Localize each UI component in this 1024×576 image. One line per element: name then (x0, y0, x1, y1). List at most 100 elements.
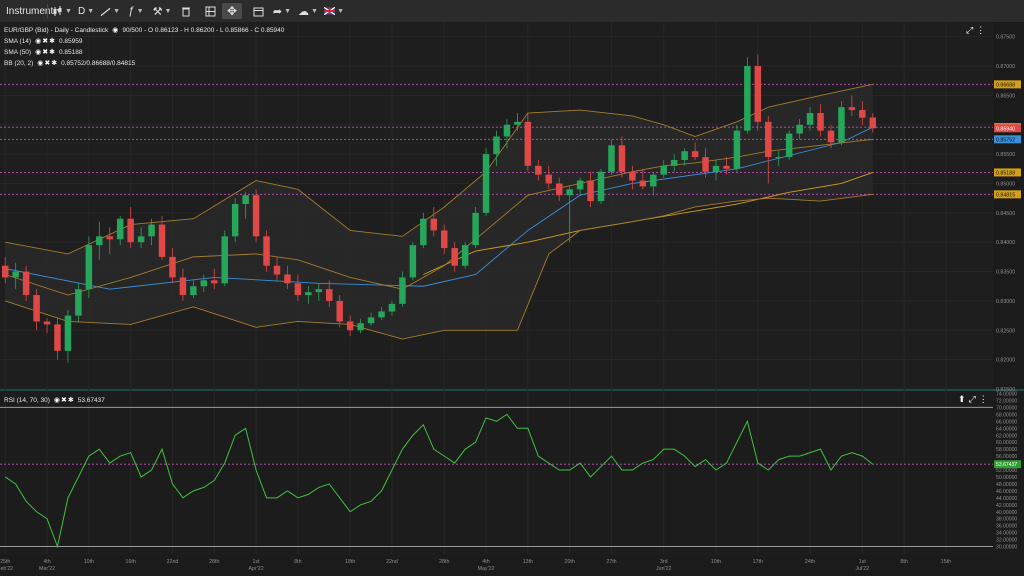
candle-body[interactable] (775, 157, 782, 159)
candle-body[interactable] (305, 292, 312, 296)
candle-body[interactable] (169, 256, 176, 278)
candle-body[interactable] (493, 136, 500, 155)
candle-body[interactable] (221, 236, 228, 284)
candle-body[interactable] (242, 195, 249, 205)
candle-body[interactable] (315, 289, 323, 293)
candle-body[interactable] (514, 121, 521, 125)
candle-body[interactable] (346, 321, 354, 331)
more-icon[interactable]: ⋮ (976, 25, 986, 35)
candle-body[interactable] (357, 323, 364, 331)
crosshair-button[interactable]: ✥ (222, 3, 242, 19)
theme-button[interactable]: ☁ ▼ (298, 5, 318, 18)
candle-body[interactable] (200, 280, 208, 287)
candle-body[interactable] (420, 218, 427, 246)
indicators-button[interactable]: ƒ ▼ (128, 5, 144, 17)
candle-body[interactable] (127, 218, 134, 243)
settings-icon[interactable]: ✱ (49, 38, 55, 45)
expand-icon[interactable]: ⤢ (968, 394, 976, 404)
candle-body[interactable] (22, 271, 30, 296)
close-icon[interactable]: ✖ (42, 38, 49, 45)
candle-body[interactable] (670, 159, 678, 166)
candlestick-type-button[interactable]: ▼ (52, 3, 72, 19)
trash-button[interactable] (176, 3, 196, 19)
candle-body[interactable] (33, 295, 40, 322)
candle-body[interactable] (409, 245, 417, 278)
candle-body[interactable] (587, 180, 594, 202)
settings-icon[interactable]: ✱ (51, 60, 58, 67)
candle-body[interactable] (440, 230, 448, 249)
candle-body[interactable] (629, 171, 636, 181)
candle-body[interactable] (54, 324, 61, 351)
candle-body[interactable] (472, 212, 479, 246)
candle-body[interactable] (12, 271, 19, 278)
candle-body[interactable] (252, 195, 260, 237)
template-button[interactable]: ⚒ ▼ (152, 5, 172, 18)
candle-body[interactable] (754, 66, 762, 122)
candle-body[interactable] (211, 280, 218, 284)
candle-body[interactable] (106, 236, 113, 240)
candle-body[interactable] (137, 236, 145, 243)
share-button[interactable]: ➦ ▼ (272, 5, 292, 18)
candle-body[interactable] (451, 248, 458, 266)
timeframe-selector[interactable]: D ▼ (78, 3, 94, 19)
candle-body[interactable] (838, 107, 845, 143)
candle-body[interactable] (524, 121, 532, 166)
language-button[interactable]: ▼ (324, 3, 344, 19)
candle-body[interactable] (744, 66, 751, 131)
close-icon[interactable]: ✖ (61, 397, 67, 404)
candle-body[interactable] (116, 218, 124, 240)
eye-icon[interactable]: ◉ (37, 60, 44, 67)
candle-body[interactable] (827, 130, 835, 143)
candle-body[interactable] (660, 165, 667, 175)
candle-body[interactable] (712, 165, 720, 172)
candle-body[interactable] (158, 224, 166, 257)
candle-body[interactable] (723, 165, 730, 169)
candle-body[interactable] (733, 130, 741, 169)
candle-body[interactable] (503, 124, 511, 137)
expand-icon[interactable]: ⤢ (966, 25, 974, 35)
settings-icon[interactable]: ✱ (67, 397, 74, 404)
candle-body[interactable] (848, 107, 856, 111)
candle-body[interactable] (190, 286, 197, 296)
calendar-button[interactable] (248, 3, 268, 19)
candle-body[interactable] (597, 171, 605, 202)
candle-body[interactable] (806, 113, 814, 125)
candle-body[interactable] (869, 117, 877, 129)
candle-body[interactable] (576, 180, 584, 190)
candle-body[interactable] (535, 165, 542, 175)
candle-body[interactable] (482, 154, 490, 213)
candle-body[interactable] (273, 265, 281, 275)
candle-body[interactable] (179, 277, 187, 296)
eye-icon[interactable]: ◉ (53, 397, 60, 404)
candle-body[interactable] (461, 245, 469, 266)
candle-body[interactable] (85, 245, 93, 290)
candle-body[interactable] (765, 121, 772, 158)
candle-body[interactable] (64, 315, 72, 351)
candle-body[interactable] (566, 189, 573, 196)
candle-body[interactable] (75, 289, 82, 316)
candle-body[interactable] (148, 224, 155, 237)
candle-body[interactable] (1, 265, 9, 278)
candle-body[interactable] (284, 274, 291, 284)
draw-line-button[interactable]: ▼ (100, 3, 120, 19)
candle-body[interactable] (430, 218, 438, 231)
candle-body[interactable] (691, 151, 699, 158)
move-up-icon[interactable]: ⬆ (958, 394, 966, 404)
candle-body[interactable] (681, 151, 688, 160)
candle-body[interactable] (388, 303, 396, 312)
eye-icon[interactable]: ◉ (112, 27, 119, 34)
eye-icon[interactable]: ◉ (35, 38, 42, 45)
more-icon[interactable]: ⋮ (978, 394, 988, 404)
candle-body[interactable] (545, 174, 553, 184)
candle-body[interactable] (294, 283, 302, 296)
candle-body[interactable] (231, 204, 239, 237)
candle-body[interactable] (702, 157, 709, 172)
close-icon[interactable]: ✖ (42, 49, 49, 56)
candle-body[interactable] (367, 317, 375, 324)
candle-body[interactable] (399, 277, 406, 304)
candle-body[interactable] (608, 145, 615, 172)
candle-body[interactable] (817, 113, 824, 131)
candle-body[interactable] (618, 145, 626, 172)
candle-body[interactable] (859, 110, 866, 118)
layout-button[interactable] (200, 3, 220, 19)
